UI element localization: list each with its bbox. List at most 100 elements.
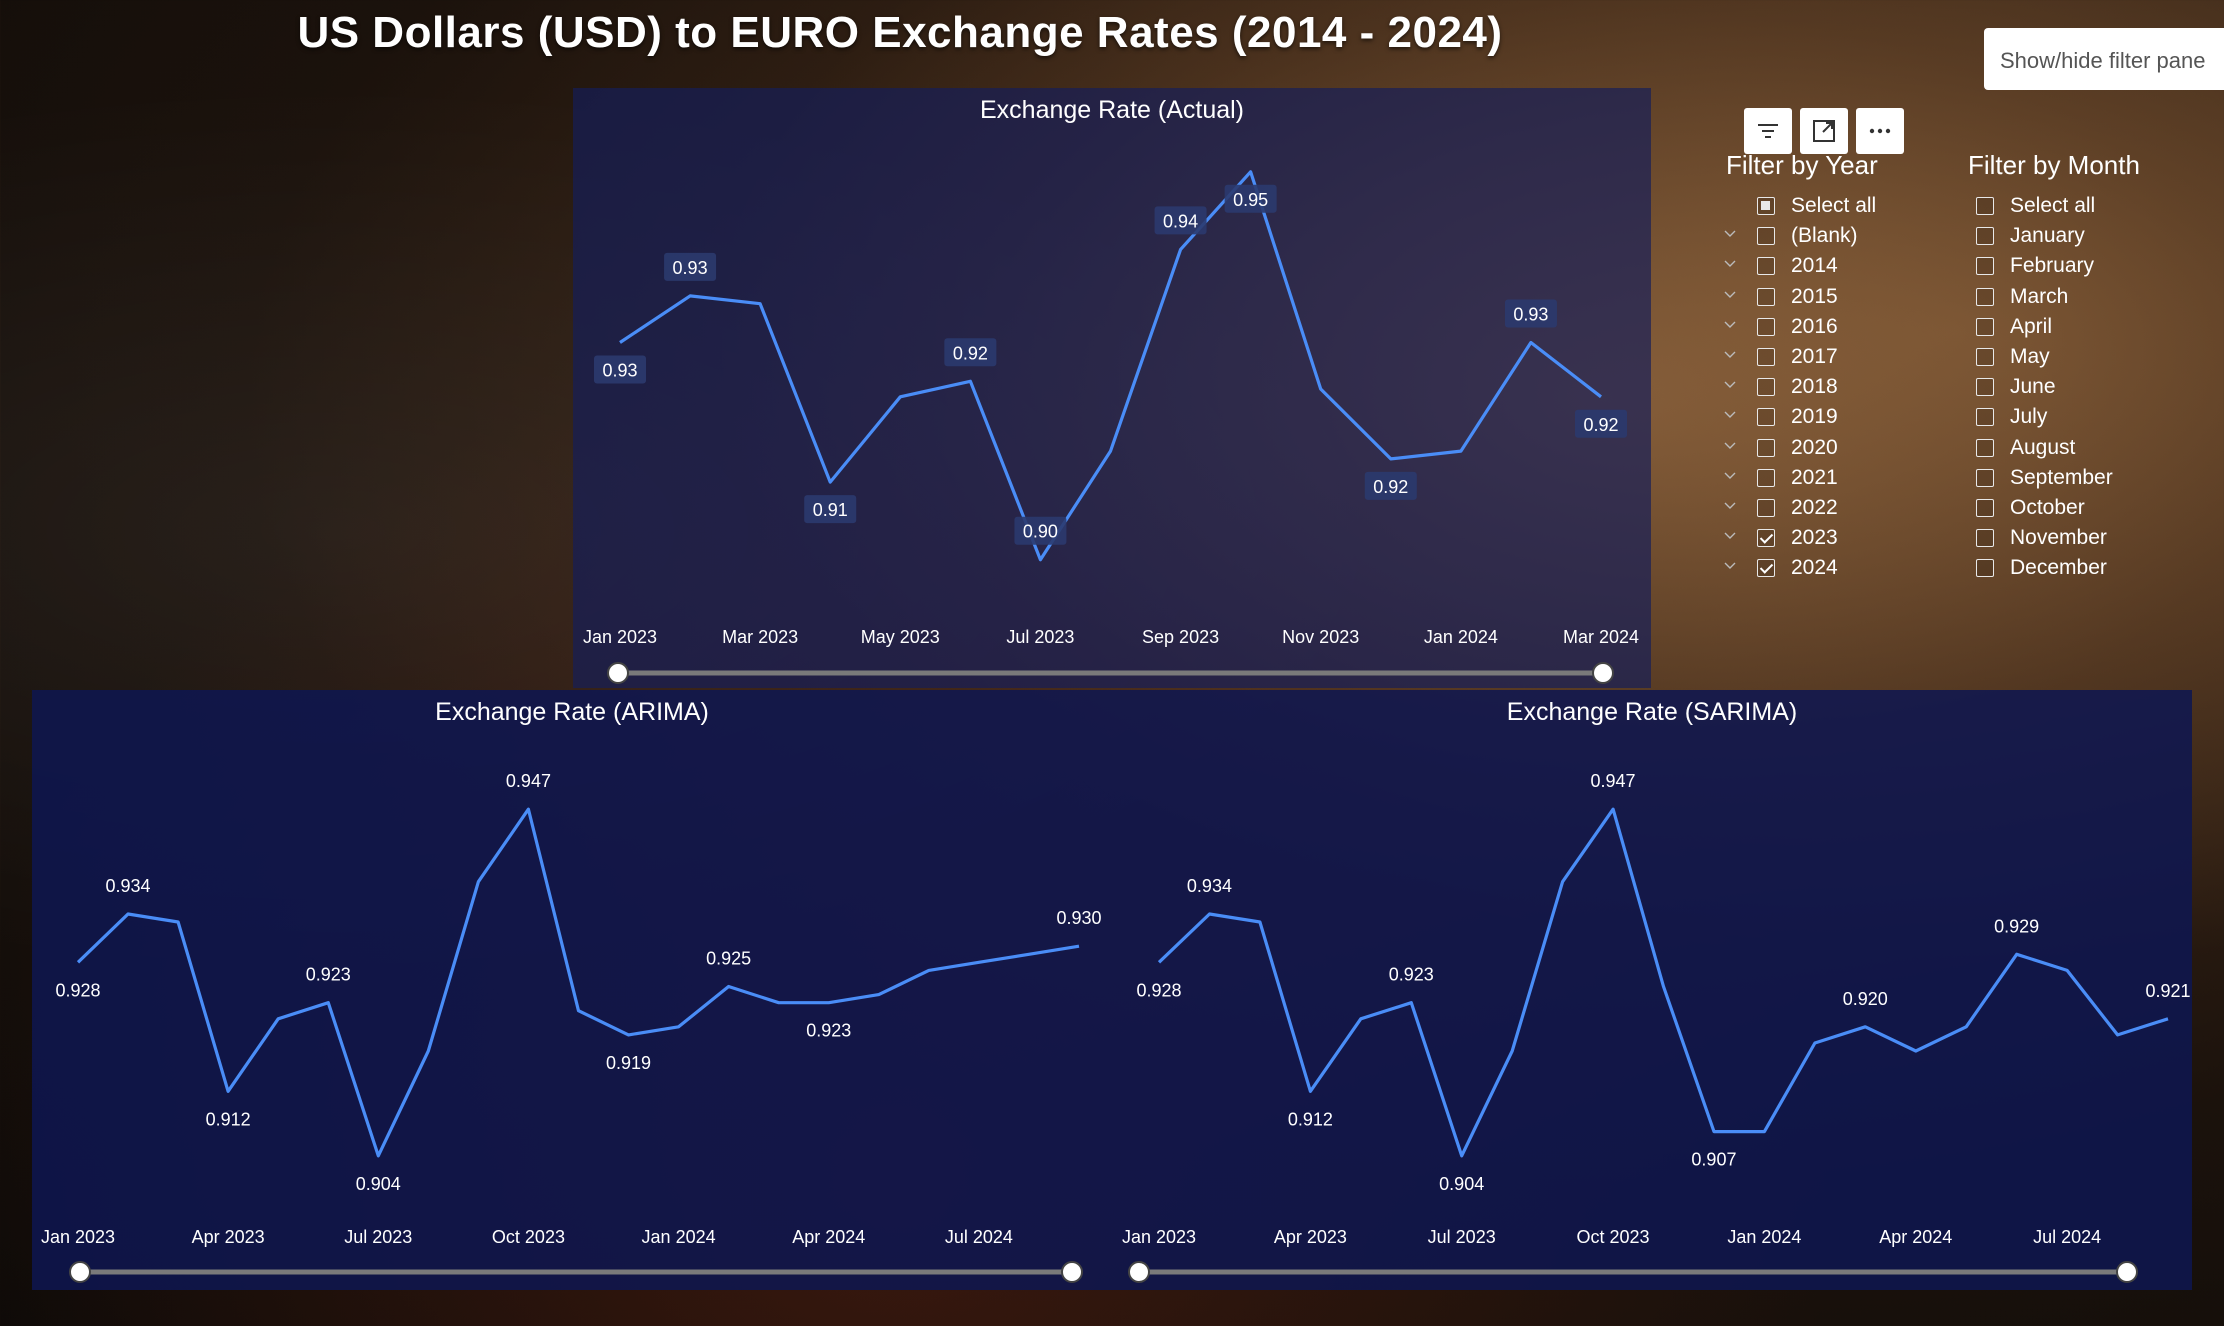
range-slider-start-handle[interactable]	[1128, 1261, 1150, 1283]
checkbox[interactable]	[1757, 227, 1775, 246]
x-tick-label: Nov 2023	[1282, 627, 1359, 647]
month-filter-item-label: August	[2010, 435, 2076, 459]
year-filter-item[interactable]: 2016	[1724, 312, 1878, 342]
checkbox[interactable]	[1757, 287, 1775, 306]
year-filter-item[interactable]: 2022	[1724, 493, 1878, 523]
checkbox[interactable]	[1976, 468, 1994, 487]
checkbox[interactable]	[1976, 287, 1994, 306]
month-filter-item[interactable]: August	[1976, 433, 2140, 463]
checkbox[interactable]	[1976, 197, 1994, 216]
month-filter-item[interactable]: March	[1976, 282, 2140, 312]
range-slider-end-handle[interactable]	[2116, 1261, 2138, 1283]
checkbox[interactable]	[1757, 438, 1775, 457]
data-label: 0.92	[1583, 415, 1618, 435]
year-filter-item-label: 2019	[1791, 405, 1838, 429]
checkbox[interactable]	[1757, 468, 1775, 487]
chart-title: Exchange Rate (Actual)	[980, 96, 1244, 124]
year-filter-item[interactable]: 2020	[1724, 433, 1878, 463]
data-label-background	[804, 495, 857, 524]
month-filter-item-label: December	[2010, 556, 2107, 580]
checkbox[interactable]	[1757, 529, 1775, 548]
month-filter-item-label: February	[2010, 254, 2095, 278]
year-filter-item[interactable]: (Blank)	[1724, 221, 1878, 251]
checkbox[interactable]	[1757, 378, 1775, 397]
month-filter-item[interactable]: November	[1976, 523, 2140, 553]
month-filter-item-label: April	[2010, 314, 2053, 338]
data-label: 0.934	[1187, 876, 1232, 896]
checkbox[interactable]	[1757, 317, 1775, 336]
data-label: 0.912	[206, 1109, 251, 1129]
x-tick-label: Jan 2023	[1122, 1227, 1196, 1247]
chevron-down-icon[interactable]	[1721, 286, 1739, 304]
chevron-down-icon[interactable]	[1721, 346, 1739, 364]
chevron-down-icon[interactable]	[1721, 557, 1739, 575]
data-label: 0.919	[606, 1053, 651, 1073]
year-filter-item-label: 2018	[1791, 375, 1838, 399]
checkbox[interactable]	[1976, 378, 1994, 397]
range-slider-start-handle[interactable]	[69, 1261, 91, 1283]
focus-mode-icon[interactable]	[1800, 108, 1848, 154]
series-line	[619, 170, 1602, 562]
series-line	[1157, 807, 2169, 1158]
year-filter-item[interactable]: 2018	[1724, 372, 1878, 402]
range-slider-end-handle[interactable]	[1061, 1261, 1083, 1283]
chevron-down-icon[interactable]	[1721, 437, 1739, 455]
chevron-down-icon[interactable]	[1721, 527, 1739, 545]
chevron-down-icon[interactable]	[1721, 225, 1739, 243]
x-tick-label: Jul 2023	[344, 1227, 412, 1247]
month-filter-item[interactable]: June	[1976, 372, 2140, 402]
checkbox[interactable]	[1976, 348, 1994, 367]
chevron-down-icon[interactable]	[1721, 406, 1739, 424]
month-filter-item[interactable]: October	[1976, 493, 2140, 523]
chevron-down-icon[interactable]	[1721, 497, 1739, 515]
month-filter-item[interactable]: May	[1976, 342, 2140, 372]
actual-line-chart: Exchange Rate (Actual) Jan 2023 Mar 2023 Ma…	[583, 96, 1639, 684]
chevron-down-icon[interactable]	[1721, 467, 1739, 485]
month-filter-item[interactable]: September	[1976, 463, 2140, 493]
x-tick-label: Apr 2023	[1274, 1227, 1347, 1247]
month-filter-slicer: Filter by Month Select all January Februar…	[1968, 150, 2140, 583]
checkbox[interactable]	[1757, 197, 1775, 216]
filter-pane-toggle-button[interactable]: Show/hide filter pane	[1984, 28, 2224, 90]
year-filter-item[interactable]: 2024	[1724, 553, 1878, 583]
chevron-down-icon[interactable]	[1721, 376, 1739, 394]
checkbox[interactable]	[1757, 498, 1775, 517]
year-filter-item[interactable]: 2019	[1724, 402, 1878, 432]
month-filter-item[interactable]: Select all	[1976, 191, 2140, 221]
filter-icon[interactable]	[1744, 108, 1792, 154]
month-filter-item[interactable]: February	[1976, 251, 2140, 281]
checkbox[interactable]	[1976, 559, 1994, 578]
year-filter-item-label: 2021	[1791, 465, 1838, 489]
more-options-icon[interactable]	[1856, 108, 1904, 154]
year-filter-item-label: 2014	[1791, 254, 1838, 278]
checkbox[interactable]	[1976, 408, 1994, 427]
checkbox[interactable]	[1976, 498, 1994, 517]
month-filter-item[interactable]: April	[1976, 312, 2140, 342]
checkbox[interactable]	[1976, 438, 1994, 457]
year-filter-item[interactable]: 2021	[1724, 463, 1878, 493]
month-filter-item[interactable]: January	[1976, 221, 2140, 251]
data-label: 0.907	[1691, 1150, 1736, 1170]
month-filter-item[interactable]: December	[1976, 553, 2140, 583]
page-title: US Dollars (USD) to EURO Exchange Rates …	[297, 8, 1503, 57]
checkbox[interactable]	[1757, 348, 1775, 367]
year-filter-item[interactable]: Select all	[1757, 191, 1878, 221]
chevron-down-icon[interactable]	[1721, 255, 1739, 273]
year-filter-item[interactable]: 2015	[1724, 282, 1878, 312]
x-tick-label: Mar 2024	[1563, 627, 1639, 647]
range-slider-end-handle[interactable]	[1592, 662, 1614, 684]
range-slider-start-handle[interactable]	[607, 662, 629, 684]
chevron-down-icon[interactable]	[1721, 316, 1739, 334]
checkbox[interactable]	[1976, 317, 1994, 336]
checkbox[interactable]	[1757, 257, 1775, 276]
month-filter-item[interactable]: July	[1976, 402, 2140, 432]
year-filter-item[interactable]: 2014	[1724, 251, 1878, 281]
year-filter-item[interactable]: 2017	[1724, 342, 1878, 372]
checkbox[interactable]	[1976, 529, 1994, 548]
checkbox[interactable]	[1757, 408, 1775, 427]
year-filter-item[interactable]: 2023	[1724, 523, 1878, 553]
checkbox[interactable]	[1976, 227, 1994, 246]
checkbox[interactable]	[1757, 559, 1775, 578]
checkbox[interactable]	[1976, 257, 1994, 276]
data-label: 0.95	[1233, 190, 1268, 210]
